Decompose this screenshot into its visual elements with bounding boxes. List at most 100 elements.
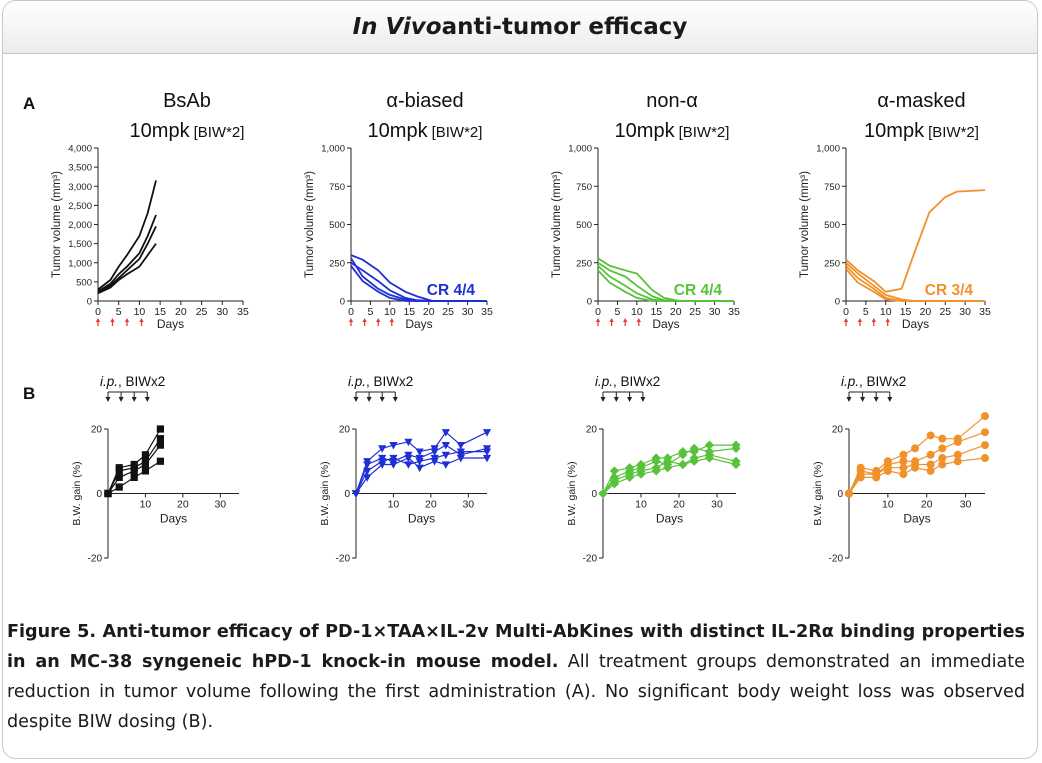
dose-arrow-icon [846,397,852,402]
data-point [363,461,372,469]
x-axis-label: Days [902,317,929,331]
data-point [911,444,920,453]
y-tick-label: 0 [591,489,597,500]
dose-arrow-icon [636,318,641,322]
series-line-4 [848,457,986,494]
y-tick-label: -20 [336,554,351,565]
data-point [636,469,646,479]
plot-b-1: i.p., BIWx2 -20 0 20 10 20 30 Days B.W. gain (%) [71,374,239,565]
data-point [430,458,439,466]
y-tick-label: 2,000 [68,220,92,231]
plot-subtitle: 10mpk [BIW*2] [130,120,245,142]
schedule-freq: , BIWx2 [366,374,413,389]
data-point [441,451,450,460]
header-title-italic: In Vivo [352,14,442,40]
data-point [404,438,413,447]
data-point [156,425,164,433]
y-tick-label: 0 [835,297,840,308]
caption-bold: Figure 5. Anti-tumor efficacy of PD-1×TA… [7,622,1025,672]
x-tick-label: 20 [670,306,682,318]
data-point [456,448,465,456]
x-tick-label: 15 [900,306,912,318]
dose-arrow-icon [366,397,372,402]
dose-arrow-icon [118,397,124,402]
data-point [482,429,492,437]
dose-arrow-icon [857,318,863,322]
schedule-route: i.p. [348,374,366,389]
data-point [678,450,688,460]
data-point [378,461,387,469]
schedule-freq: , BIWx2 [859,374,906,389]
schedule-label: i.p., BIWx2 [348,374,413,389]
plot-subtitle: 10mpk [BIW*2] [864,120,979,142]
plot-a-4: α-masked 10mpk [BIW*2] 0 250 500 750 1,000 0 5 10 1… [799,90,991,331]
schedule-route: i.p. [841,374,859,389]
series-line-3 [602,454,737,494]
series-line-3 [848,444,986,494]
y-tick-label: 20 [339,425,351,436]
plot-title: BsAb [163,90,211,112]
data-point [363,467,372,476]
header-title-rest: anti-tumor efficacy [441,14,688,40]
y-tick-label: 1,000 [68,258,92,269]
series-line-4 [602,457,737,494]
y-axis-label: Tumor volume (mm³) [551,171,563,278]
x-tick-label: 30 [216,306,228,318]
x-tick-label: 35 [237,306,249,318]
x-tick-label: 35 [481,306,493,318]
schedule-label: i.p., BIWx2 [841,374,906,389]
y-tick-label: -20 [829,554,844,565]
data-point [899,470,908,479]
series-line-2 [602,447,737,494]
dose-arrow-icon [843,318,849,322]
y-tick-label: 2,500 [68,201,92,212]
x-tick-label: 15 [154,306,166,318]
x-tick-label: 20 [425,499,437,511]
plot-b-2: i.p., BIWx2 -20 0 20 10 20 30 Days B.W. gain (%) [319,374,492,565]
schedule-freq: , BIWx2 [118,374,165,389]
data-point [389,442,398,450]
data-point [953,450,962,459]
figure-header: In Vivo anti-tumor efficacy [3,1,1037,54]
y-tick-label: 0 [340,297,345,308]
data-point [378,445,387,453]
dose-arrow-icon [871,318,876,322]
plot-title: α-biased [386,90,463,112]
x-axis-label: Days [160,512,187,526]
data-point [845,489,853,498]
data-point [911,463,920,472]
dose-arrow-icon [885,318,890,322]
data-point [441,429,450,437]
y-tick-label: -20 [583,554,598,565]
data-point [689,443,699,453]
y-tick-label: 250 [824,258,840,269]
y-tick-label: -20 [88,554,103,565]
plot-subtitle: 10mpk [BIW*2] [615,120,730,142]
dose-arrow-icon [595,318,601,322]
x-tick-label: 0 [595,306,601,318]
data-point [115,483,123,491]
data-point [156,435,164,443]
x-tick-label: 20 [423,306,435,318]
y-tick-label: 1,000 [816,144,840,155]
dose-arrow-icon [353,397,359,402]
series-line-2 [848,431,986,494]
data-point [926,450,935,459]
x-axis-label: Days [656,512,683,526]
data-point [430,448,439,456]
x-tick-label: 15 [403,306,415,318]
y-axis-label: Tumor volume (mm³) [799,171,811,278]
data-point [115,473,123,481]
y-tick-label: 500 [576,220,592,231]
data-point [926,466,935,475]
y-tick-label: 1,000 [568,144,592,155]
x-tick-label: 10 [388,499,400,511]
x-tick-label: 35 [979,306,991,318]
y-axis-label: B.W. gain (%) [319,461,331,525]
x-tick-label: 5 [116,306,122,318]
data-point [704,453,714,463]
x-tick-label: 10 [880,306,892,318]
data-point [731,459,741,470]
x-tick-label: 10 [384,306,396,318]
y-tick-label: 3,000 [68,182,92,193]
